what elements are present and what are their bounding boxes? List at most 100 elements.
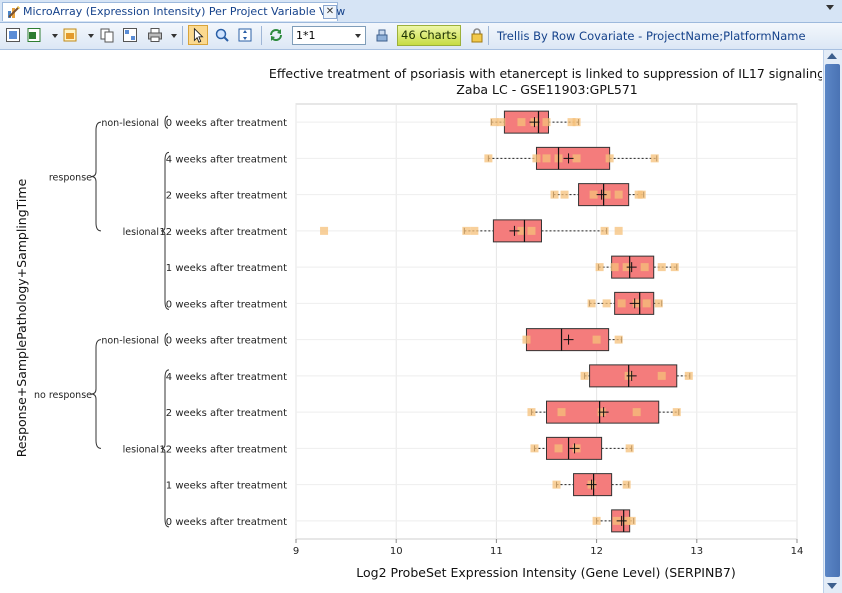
data-point xyxy=(657,263,666,272)
layout-icon[interactable] xyxy=(122,27,138,43)
data-point xyxy=(557,408,566,417)
row-label: 0 weeks after treatment xyxy=(166,118,287,129)
data-point xyxy=(542,154,551,163)
zoom-region-icon[interactable] xyxy=(214,27,230,43)
box-series xyxy=(320,110,693,533)
row-label: 0 weeks after treatment xyxy=(166,517,287,528)
row-label: 0 weeks after treatment xyxy=(166,299,287,310)
print-icon[interactable] xyxy=(147,27,163,43)
x-tick-label: 14 xyxy=(791,546,804,557)
subgroup-label: lesional xyxy=(123,444,159,455)
tab-list-dropdown-icon[interactable] xyxy=(826,5,834,10)
data-point xyxy=(625,444,634,453)
plot-frame xyxy=(295,103,798,540)
data-point xyxy=(672,408,681,417)
data-point xyxy=(542,118,551,127)
print-dropdown-icon[interactable] xyxy=(171,34,177,38)
fit-icon[interactable] xyxy=(237,27,253,43)
data-point xyxy=(595,263,604,272)
data-point xyxy=(567,118,576,127)
row-label: 1 weeks after treatment xyxy=(166,263,287,274)
document-tab-bar: MicroArray (Expression Intensity) Per Pr… xyxy=(0,0,842,23)
charts-count-label: 46 Charts xyxy=(401,28,457,42)
data-point xyxy=(632,408,641,417)
data-point xyxy=(622,516,631,525)
data-point xyxy=(497,118,506,127)
row-label: 12 weeks after treatment xyxy=(159,444,287,455)
data-point xyxy=(614,190,623,199)
data-point xyxy=(572,118,581,127)
data-point xyxy=(622,480,631,489)
x-tick-label: 13 xyxy=(690,546,703,557)
row-label: 4 weeks after treatment xyxy=(166,154,287,165)
group-bracket xyxy=(90,121,102,232)
data-point xyxy=(602,190,611,199)
data-point xyxy=(572,154,581,163)
refresh-icon[interactable] xyxy=(268,27,284,43)
trellis-label: Trellis By Row Covariate - ProjectName;P… xyxy=(497,29,806,43)
document-tab[interactable]: MicroArray (Expression Intensity) Per Pr… xyxy=(2,2,345,21)
tab-title: MicroArray (Expression Intensity) Per Pr… xyxy=(23,5,346,18)
export-image-icon[interactable] xyxy=(62,27,78,43)
data-point xyxy=(614,226,623,235)
data-point xyxy=(530,444,539,453)
data-point xyxy=(470,226,479,235)
close-icon: ✕ xyxy=(325,6,335,17)
data-point xyxy=(592,516,601,525)
scroll-thumb[interactable] xyxy=(825,64,840,577)
boxplot-chart: Effective treatment of psoriasis with et… xyxy=(14,66,822,580)
data-point xyxy=(554,444,563,453)
data-point xyxy=(320,226,329,235)
y-axis-label: Response+SamplePathology+SamplingTime xyxy=(14,178,29,457)
data-point xyxy=(637,190,646,199)
data-point xyxy=(580,371,589,380)
chevron-down-icon xyxy=(355,34,361,38)
data-point xyxy=(462,226,471,235)
box xyxy=(503,110,550,134)
zoom-select[interactable]: 1*1 xyxy=(292,26,366,45)
row-label: 4 weeks after treatment xyxy=(166,372,287,383)
data-point xyxy=(517,226,526,235)
pointer-icon[interactable] xyxy=(188,25,208,45)
chart-toolbar: 1*1 46 Charts Trellis By Row Covariate -… xyxy=(0,23,842,50)
data-point xyxy=(522,335,531,344)
copy-icon[interactable] xyxy=(99,27,115,43)
charts-count-button[interactable]: 46 Charts xyxy=(397,25,461,46)
group-bracket xyxy=(90,339,102,449)
x-tick-label: 10 xyxy=(390,546,403,557)
scroll-up-arrow-icon[interactable] xyxy=(827,53,837,59)
data-point xyxy=(587,299,596,308)
data-point xyxy=(589,190,598,199)
data-point xyxy=(642,299,651,308)
group-label: response xyxy=(49,173,92,184)
data-point xyxy=(527,226,536,235)
data-point xyxy=(654,299,663,308)
plot-grid xyxy=(295,103,798,540)
row-label: 1 weeks after treatment xyxy=(166,481,287,492)
x-tick-label: 11 xyxy=(490,546,503,557)
subgroup-label: lesional xyxy=(123,227,159,238)
data-point xyxy=(605,154,614,163)
row-label: 12 weeks after treatment xyxy=(159,227,287,238)
data-point xyxy=(650,154,659,163)
x-axis: 9 10 11 12 13 14 xyxy=(293,539,804,557)
lock-icon[interactable] xyxy=(469,27,485,43)
data-point xyxy=(484,154,493,163)
data-point xyxy=(617,299,626,308)
scroll-down-arrow-icon[interactable] xyxy=(827,583,837,589)
column-icon[interactable] xyxy=(374,27,390,43)
export-image-dropdown-icon[interactable] xyxy=(88,34,94,38)
chart-subtitle: Zaba LC - GSE11903:GPL571 xyxy=(456,82,637,97)
close-tab-button[interactable]: ✕ xyxy=(323,5,337,19)
select-all-icon[interactable] xyxy=(5,27,21,43)
group-label: no response xyxy=(34,390,92,401)
export-excel-icon[interactable] xyxy=(26,27,42,43)
row-label: 2 weeks after treatment xyxy=(166,408,287,419)
vertical-scrollbar[interactable] xyxy=(823,50,842,593)
data-point xyxy=(684,371,693,380)
data-point xyxy=(490,118,499,127)
export-excel-dropdown-icon[interactable] xyxy=(52,34,58,38)
chart-pencil-icon xyxy=(8,6,20,18)
data-point xyxy=(592,335,601,344)
data-point xyxy=(614,335,623,344)
